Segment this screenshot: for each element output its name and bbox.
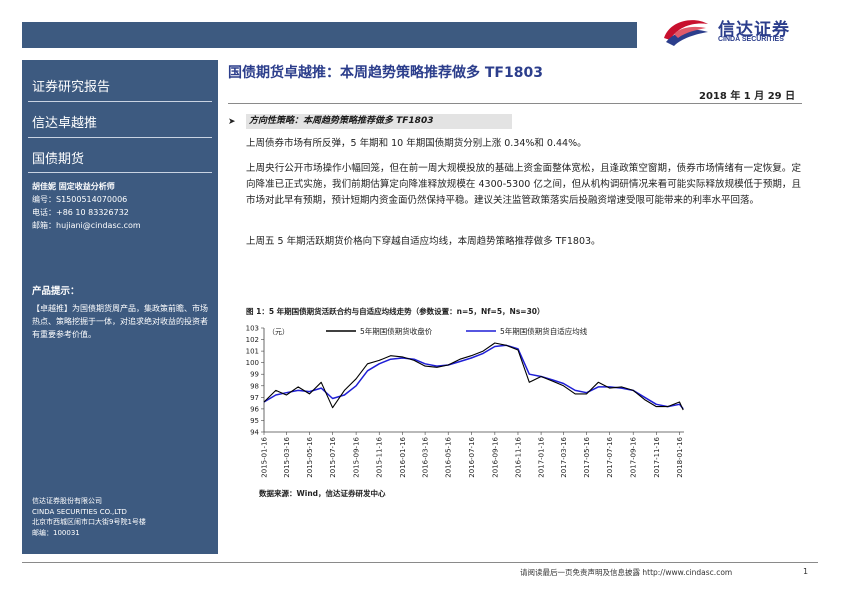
x-tick-label: 2016-09-16 bbox=[491, 436, 499, 477]
x-tick-label: 2015-09-16 bbox=[353, 436, 361, 477]
analyst-info: 胡佳妮 固定收益分析师 编号：S1500514070006 电话：+86 10 … bbox=[32, 180, 212, 232]
company-postcode: 100031 bbox=[53, 528, 80, 537]
report-type: 证券研究报告 bbox=[32, 80, 111, 95]
product-tip-title: 产品提示： bbox=[32, 286, 80, 297]
logo-chinese-text: 信达证券 bbox=[718, 20, 790, 40]
y-tick-label: 94 bbox=[250, 429, 259, 437]
x-tick-label: 2017-07-16 bbox=[606, 436, 614, 477]
paragraph-3: 上周五 5 年期活跃期货价格向下穿越自适应均线，本周趋势策略推荐做多 TF180… bbox=[246, 236, 601, 247]
x-tick-label: 2017-05-16 bbox=[583, 436, 591, 477]
x-tick-label: 2015-07-16 bbox=[329, 436, 337, 477]
analyst-email[interactable]: hujiani@cindasc.com bbox=[56, 221, 141, 230]
x-tick-label: 2015-03-16 bbox=[283, 436, 291, 477]
category-name: 国债期货 bbox=[32, 152, 85, 167]
y-tick-label: 102 bbox=[246, 336, 259, 344]
x-tick-label: 2016-07-16 bbox=[468, 436, 476, 477]
company-name-cn: 信达证券股份有限公司 bbox=[32, 497, 102, 505]
company-postcode-label: 邮编： bbox=[32, 528, 53, 537]
x-tick-label: 2015-01-16 bbox=[261, 436, 269, 477]
section-heading: 方向性策略：本周趋势策略推荐做多 TF1803 bbox=[246, 114, 512, 129]
bond-futures-line-chart: 103 102 101 100 99 98 97 96 95 94 2015-01-16 2015-… bbox=[246, 325, 684, 478]
header-band bbox=[22, 22, 637, 48]
y-tick-label: 97 bbox=[250, 394, 259, 402]
x-tick-label: 2018-01-16 bbox=[676, 436, 684, 477]
report-date: 2018 年 1 月 29 日 bbox=[699, 91, 796, 102]
footer-disclaimer[interactable]: 请阅读最后一页免责声明及信息披露 http://www.cindasc.com bbox=[520, 568, 733, 577]
paragraph-1: 上周债券市场有所反弹，5 年期和 10 年期国债期货分别上涨 0.34%和 0.… bbox=[246, 138, 587, 149]
cinda-emblem-icon bbox=[664, 20, 708, 46]
cinda-logo: 信达证券 CINDA SECURITIES bbox=[660, 14, 820, 48]
analyst-phone: +86 10 83326732 bbox=[56, 208, 129, 217]
company-name-en: CINDA SECURITIES CO.,LTD bbox=[32, 507, 127, 516]
title-divider bbox=[228, 103, 802, 104]
page-number: 1 bbox=[803, 567, 809, 576]
y-tick-label: 99 bbox=[250, 371, 259, 379]
legend-label: 5年期国债期货收盘价 bbox=[360, 326, 433, 336]
y-tick-label: 95 bbox=[250, 417, 259, 425]
x-tick-label: 2017-09-16 bbox=[630, 436, 638, 477]
series-line-adaptive-ma bbox=[263, 344, 684, 410]
chart-unit-label: （元） bbox=[268, 328, 289, 336]
sidebar-divider bbox=[28, 101, 212, 102]
x-tick-label: 2017-03-16 bbox=[560, 436, 568, 477]
y-tick-label: 103 bbox=[246, 325, 259, 333]
sidebar-divider bbox=[28, 172, 212, 173]
logo-english-text: CINDA SECURITIES bbox=[718, 36, 784, 43]
footer-divider bbox=[22, 562, 818, 563]
analyst-name: 胡佳妮 固定收益分析师 bbox=[32, 182, 115, 191]
x-tick-label: 2016-05-16 bbox=[445, 436, 453, 477]
series-line-close-price bbox=[263, 342, 684, 411]
x-tick-label: 2016-01-16 bbox=[399, 436, 407, 477]
analyst-phone-label: 电话： bbox=[32, 208, 56, 217]
sidebar-divider bbox=[28, 137, 212, 138]
y-tick-label: 98 bbox=[250, 382, 259, 390]
company-info: 信达证券股份有限公司 CINDA SECURITIES CO.,LTD 北京市西… bbox=[32, 496, 214, 538]
x-tick-label: 2017-11-16 bbox=[653, 436, 661, 477]
y-tick-label: 101 bbox=[246, 348, 259, 356]
analyst-id-label: 编号： bbox=[32, 195, 56, 204]
x-tick-label: 2017-01-16 bbox=[538, 436, 546, 477]
bullet-arrow-icon: ➤ bbox=[228, 117, 236, 127]
x-tick-label: 2015-05-16 bbox=[306, 436, 314, 477]
y-tick-label: 96 bbox=[250, 405, 259, 413]
x-tick-label: 2016-03-16 bbox=[422, 436, 430, 477]
data-source: 数据来源：Wind，信达证券研发中心 bbox=[259, 489, 386, 498]
legend-label: 5年期国债期货自适应均线 bbox=[500, 326, 588, 336]
x-tick-label: 2016-11-16 bbox=[514, 436, 522, 477]
y-tick-label: 100 bbox=[246, 359, 259, 367]
paragraph-2: 上周央行公开市场操作小幅回笼，但在前一周大规模投放的基础上资金面整体宽松，且逢政… bbox=[246, 163, 801, 206]
product-tip-text: 【卓越推】为国债期货周产品，集政策前瞻、市场热点、策略挖掘于一体，对追求绝对收益… bbox=[32, 304, 208, 339]
company-address: 北京市西城区闹市口大街9号院1号楼 bbox=[32, 518, 146, 526]
figure-caption: 图 1：5 年期国债期货活跃合约与自适应均线走势（参数设置：n=5，Nf=5，N… bbox=[246, 307, 545, 316]
series-name: 信达卓越推 bbox=[32, 116, 98, 131]
analyst-email-label: 邮箱： bbox=[32, 221, 56, 230]
analyst-id: S1500514070006 bbox=[56, 195, 128, 204]
report-title: 国债期货卓越推：本周趋势策略推荐做多 TF1803 bbox=[228, 65, 543, 81]
x-tick-label: 2015-11-16 bbox=[376, 436, 384, 477]
sidebar: 证券研究报告 信达卓越推 国债期货 胡佳妮 固定收益分析师 编号：S150051… bbox=[22, 60, 218, 554]
